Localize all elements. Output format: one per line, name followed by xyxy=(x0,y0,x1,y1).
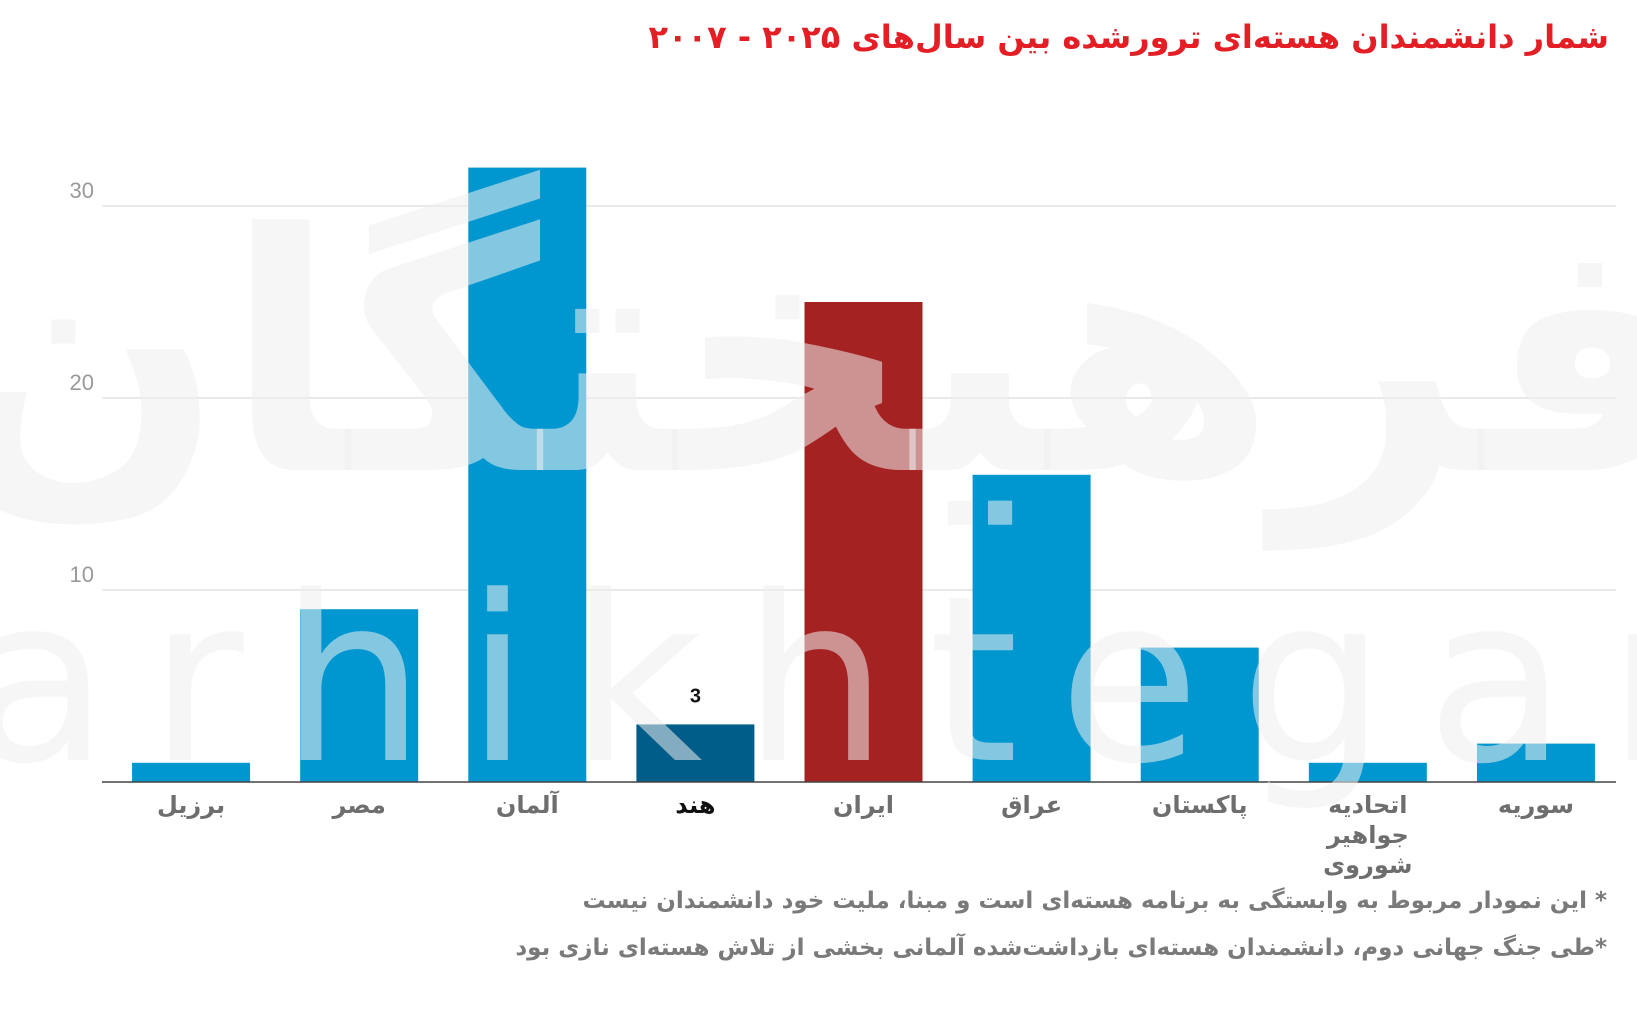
bar xyxy=(300,609,419,782)
x-tick-label: پاکستان xyxy=(1151,791,1248,819)
y-tick-label: 10 xyxy=(70,562,94,587)
y-tick-label: 30 xyxy=(70,178,94,203)
data-label: 3 xyxy=(690,685,701,707)
y-tick-label: 20 xyxy=(70,370,94,395)
x-tick-label: اتحادیه جواهیر شوروی xyxy=(1323,791,1413,879)
x-tick-label: آلمان xyxy=(495,791,559,819)
x-tick-label: مصر xyxy=(332,791,386,819)
x-tick-label: برزیل xyxy=(156,791,226,819)
bar xyxy=(804,302,923,782)
watermark: farhikhtegan xyxy=(0,548,1637,815)
x-tick-label: عراق xyxy=(1001,791,1063,819)
bar xyxy=(1140,647,1259,782)
watermark: فرهیختگان xyxy=(0,164,1637,553)
footnote: * این نمودار مربوط به وابستگی به برنامه … xyxy=(582,888,1607,914)
x-tick-label: سوریه xyxy=(1497,791,1574,819)
footnote: *طی جنگ جهانی دوم، دانشمندان هسته‌ای باز… xyxy=(515,935,1607,961)
bar xyxy=(132,762,251,782)
bar xyxy=(1476,743,1595,782)
bar xyxy=(972,474,1091,782)
bar xyxy=(1308,762,1427,782)
chart-title: شمار دانشمندان هسته‌ای ترورشده بین سال‌ه… xyxy=(648,18,1609,56)
x-tick-label: هند xyxy=(675,791,716,819)
bar xyxy=(468,167,587,783)
x-tick-label: ایران xyxy=(833,791,894,819)
bar xyxy=(636,724,755,782)
